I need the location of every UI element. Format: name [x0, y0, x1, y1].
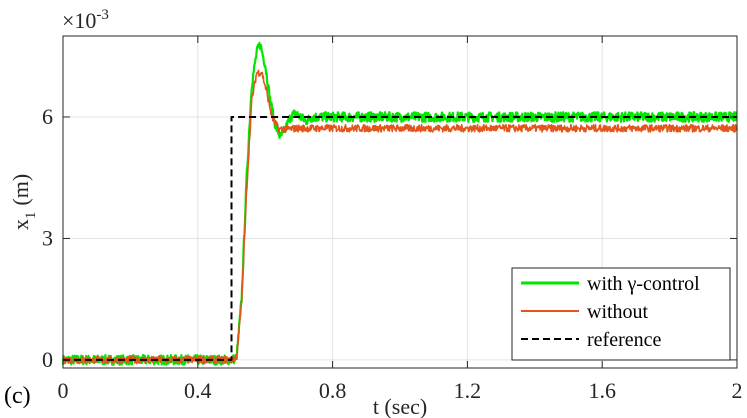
exponent-power: -3 [96, 7, 109, 23]
y-tick-label: 0 [42, 347, 53, 372]
panel-label: (c) [4, 383, 31, 409]
x-tick-label: 2 [732, 378, 743, 403]
x-tick-label: 0.4 [184, 378, 212, 403]
x-tick-label: 1.2 [454, 378, 482, 403]
x-axis-label: t (sec) [373, 394, 427, 418]
legend-label: with γ-control [587, 273, 700, 295]
y-tick-label: 3 [42, 225, 53, 250]
series-line-1 [62, 69, 738, 365]
legend-label: without [587, 301, 649, 323]
exponent-label: ×10-3 [62, 7, 109, 33]
series-layer [61, 41, 738, 366]
legend: with γ-control without reference [511, 267, 731, 361]
y-axis-label-subscript: 1 [23, 212, 39, 220]
y-tick-label: 6 [42, 104, 53, 129]
legend-label: reference [587, 329, 661, 351]
axis-ticks: 0 0.4 0.8 1.2 1.6 2 0 3 6 [42, 36, 743, 403]
x-tick-label: 1.6 [588, 378, 616, 403]
x-tick-label: 0 [58, 378, 69, 403]
plot-frame [62, 35, 738, 369]
y-axis-label-unit: (m) [8, 174, 33, 206]
series-line-2 [63, 115, 737, 361]
x-tick-label: 0.8 [319, 378, 347, 403]
y-axis-label: x1(m) [8, 174, 39, 230]
